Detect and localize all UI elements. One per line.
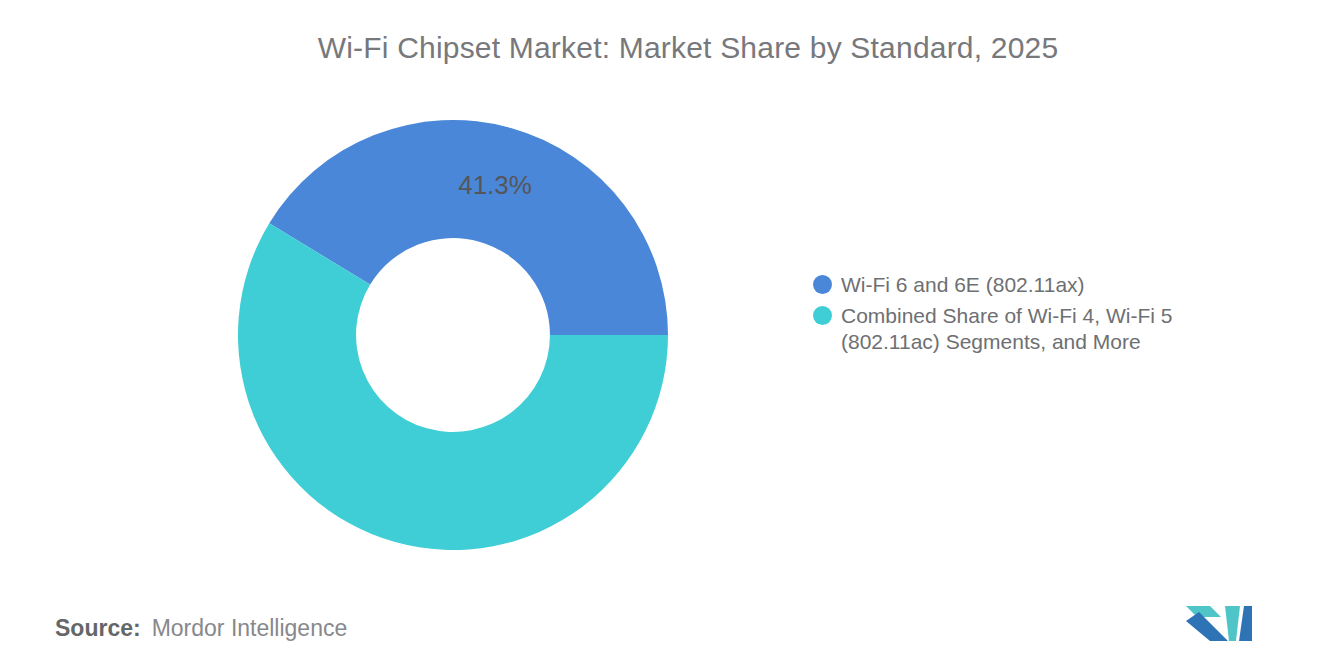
mordor-intelligence-logo [1183,596,1255,648]
logo-shape-teal-left [1186,606,1221,617]
legend-item-combined[interactable]: Combined Share of Wi-Fi 4, Wi-Fi 5 (802.… [813,303,1203,355]
source-line: Source: Mordor Intelligence [55,614,347,642]
logo-shape-teal-right [1225,606,1240,641]
chart-title: Wi-Fi Chipset Market: Market Share by St… [0,30,1320,66]
donut-chart: 41.3% [236,118,670,552]
source-label: Source: [55,615,141,641]
chart-canvas: Wi-Fi Chipset Market: Market Share by St… [0,0,1320,665]
legend-swatch-teal [813,306,832,325]
logo-shape-blue-bar [1239,606,1252,641]
slice-data-label: 41.3% [458,170,532,200]
donut-svg[interactable]: 41.3% [236,118,670,552]
legend: Wi-Fi 6 and 6E (802.11ax) Combined Share… [813,272,1203,360]
legend-label-wifi6: Wi-Fi 6 and 6E (802.11ax) [841,272,1085,298]
source-value: Mordor Intelligence [152,615,348,641]
legend-item-wifi6[interactable]: Wi-Fi 6 and 6E (802.11ax) [813,272,1203,298]
legend-label-combined: Combined Share of Wi-Fi 4, Wi-Fi 5 (802.… [841,303,1193,355]
legend-swatch-blue [813,275,832,294]
